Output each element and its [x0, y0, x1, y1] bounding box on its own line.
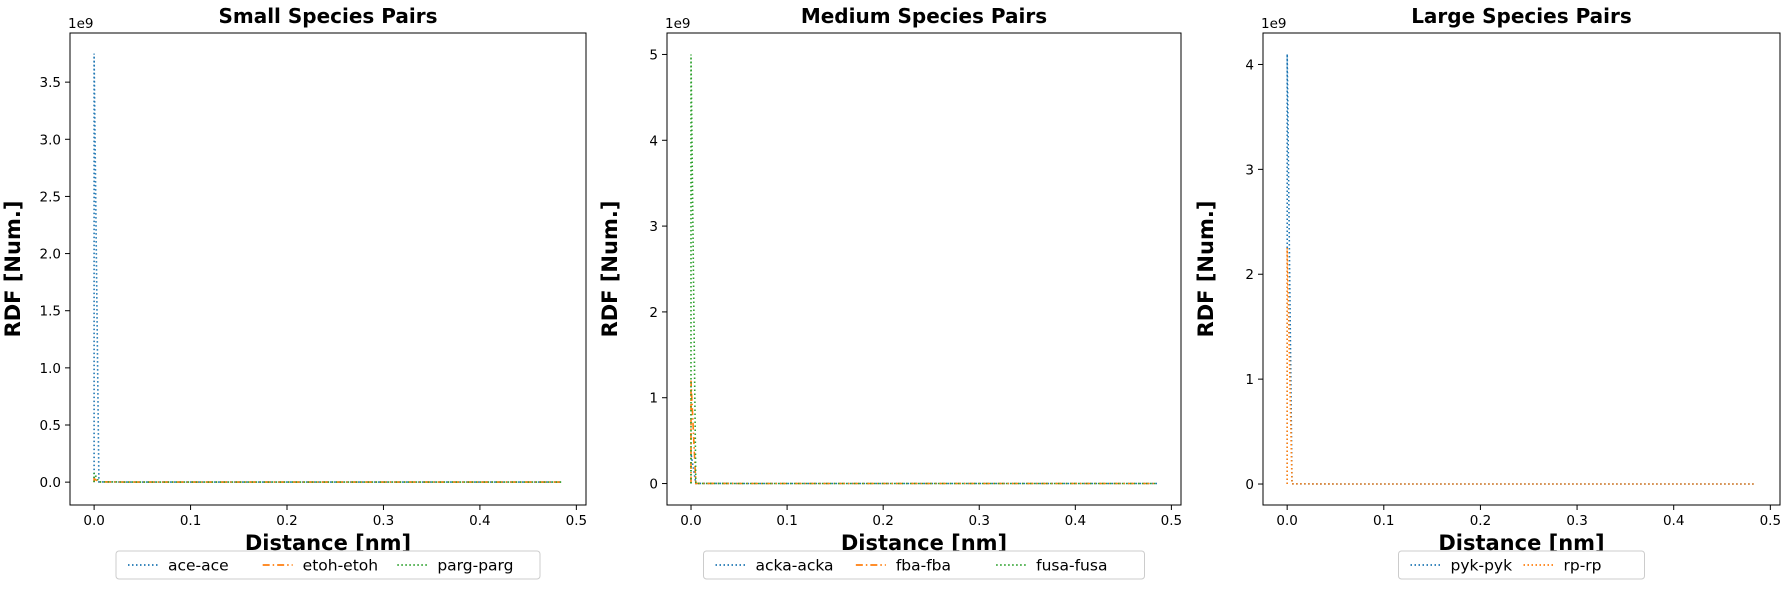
legend-box — [703, 550, 1145, 580]
x-tick-label: 0.1 — [776, 513, 797, 529]
y-offset-label: 1e9 — [1261, 16, 1286, 32]
chart-title: Large Species Pairs — [1411, 4, 1632, 28]
x-tick-label: 0.3 — [373, 513, 394, 529]
legend-label-rp-rp: rp-rp — [1564, 557, 1602, 575]
x-tick-label: 0.3 — [969, 513, 990, 529]
y-tick-label: 1 — [649, 391, 658, 407]
x-tick-label: 0.5 — [1161, 513, 1182, 529]
y-tick-label: 3.5 — [40, 75, 61, 91]
legend-label-fusa-fusa: fusa-fusa — [1036, 557, 1107, 575]
y-offset-label: 1e9 — [665, 16, 690, 32]
series-line-rp-rp — [1286, 247, 1756, 485]
legend-label-pyk-pyk: pyk-pyk — [1451, 557, 1513, 575]
y-axis-label: RDF [Num.] — [1, 201, 25, 338]
y-tick-label: 1.0 — [40, 361, 61, 377]
x-tick-label: 0.4 — [1663, 513, 1684, 529]
y-tick-label: 2.5 — [40, 189, 61, 205]
x-tick-label: 0.4 — [1065, 513, 1086, 529]
x-tick-label: 0.1 — [1373, 513, 1394, 529]
plot-frame — [69, 32, 587, 506]
legend: acka-acka fba-fba fusa-fusa — [703, 550, 1145, 580]
x-tick-label: 0.1 — [180, 513, 201, 529]
legend-label-fba-fba: fba-fba — [896, 557, 951, 575]
y-tick-label: 3 — [1245, 162, 1254, 178]
x-tick-label: 0.2 — [872, 513, 893, 529]
chart-panel-3: 0.0 0.1 0.2 0.3 0.4 0.5 0 1 2 3 4 1e9 Large Species … — [1194, 4, 1781, 580]
legend-label-etoh-etoh: etoh-etoh — [303, 557, 378, 575]
x-tick-label: 0.2 — [1470, 513, 1491, 529]
series-line-pyk-pyk — [1286, 53, 1756, 485]
y-tick-label: 2 — [649, 305, 658, 321]
legend-label-parg-parg: parg-parg — [437, 557, 513, 575]
chart-panel-1: 0.0 0.1 0.2 0.3 0.4 0.5 0.0 0.5 1.0 1.5 2.0 2.5 3.0 3… — [1, 4, 587, 580]
x-tick-label: 0.0 — [680, 513, 701, 529]
legend: pyk-pyk rp-rp — [1398, 550, 1645, 580]
chart-panel-2: 0.0 0.1 0.2 0.3 0.4 0.5 0 1 2 3 4 5 1e9 Medium Specie… — [598, 4, 1182, 580]
y-axis-label: RDF [Num.] — [1194, 201, 1218, 338]
x-tick-label: 0.0 — [1276, 513, 1297, 529]
y-tick-label: 3.0 — [40, 132, 61, 148]
series-line-parg-parg — [93, 472, 562, 483]
series-line-fba-fba — [690, 380, 1157, 485]
y-axis-label: RDF [Num.] — [598, 201, 622, 338]
y-tick-label: 2 — [1245, 267, 1254, 283]
y-offset-label: 1e9 — [68, 16, 93, 32]
chart-title: Small Species Pairs — [218, 4, 437, 28]
legend: ace-ace etoh-etoh parg-parg — [115, 550, 541, 580]
x-tick-label: 0.4 — [469, 513, 490, 529]
series-line-fusa-fusa — [690, 54, 1157, 485]
y-tick-label: 0.5 — [40, 418, 61, 434]
y-tick-label: 5 — [649, 47, 658, 63]
plot-frame — [666, 32, 1182, 506]
chart-title: Medium Species Pairs — [801, 4, 1047, 28]
plot-frame — [1262, 32, 1781, 506]
y-tick-label: 1.5 — [40, 304, 61, 320]
y-tick-label: 0 — [1245, 477, 1254, 493]
legend-label-acka-acka: acka-acka — [756, 557, 834, 575]
y-tick-label: 0 — [649, 477, 658, 493]
series-line-ace-ace — [93, 53, 562, 483]
x-tick-label: 0.5 — [566, 513, 587, 529]
series-line-acka-acka — [690, 453, 1157, 485]
y-tick-label: 3 — [649, 219, 658, 235]
y-tick-label: 2.0 — [40, 247, 61, 263]
x-tick-label: 0.5 — [1760, 513, 1781, 529]
y-tick-label: 4 — [649, 133, 658, 149]
y-tick-label: 1 — [1245, 372, 1254, 388]
x-tick-label: 0.0 — [83, 513, 104, 529]
y-tick-label: 0.0 — [40, 475, 61, 491]
legend-label-ace-ace: ace-ace — [168, 557, 229, 575]
legend-box — [1398, 550, 1645, 580]
y-tick-label: 4 — [1245, 57, 1254, 73]
x-tick-label: 0.2 — [276, 513, 297, 529]
legend-box — [115, 550, 541, 580]
x-tick-label: 0.3 — [1566, 513, 1587, 529]
